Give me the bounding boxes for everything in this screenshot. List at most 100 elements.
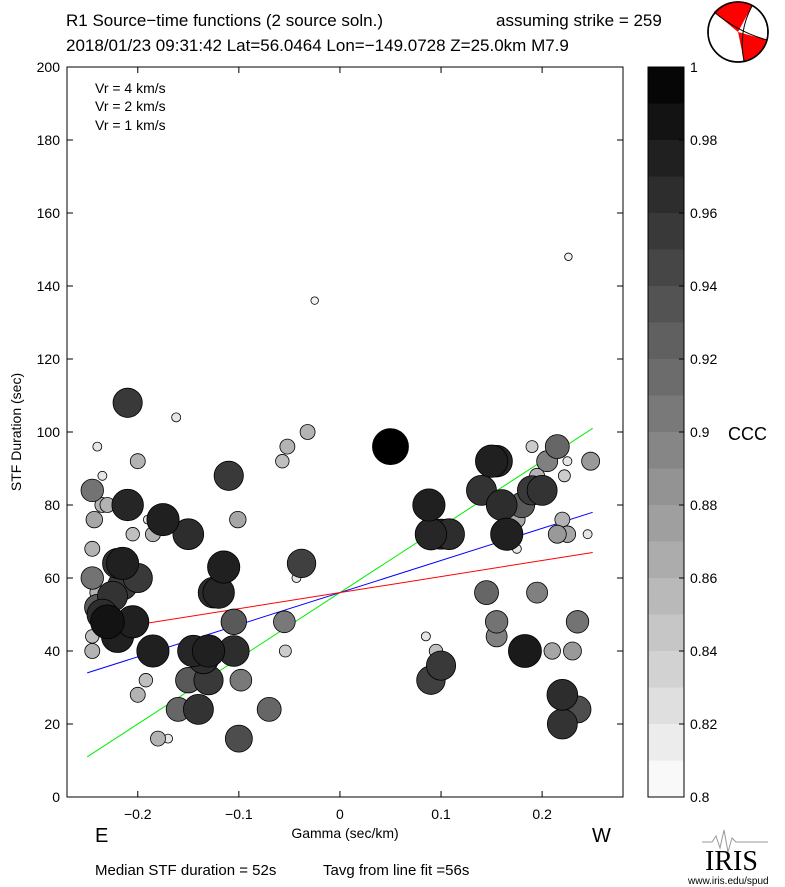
- colorbar-band: [648, 760, 684, 798]
- data-point: [136, 634, 170, 668]
- y-tick-label: 40: [44, 643, 60, 659]
- y-tick-label: 180: [37, 132, 61, 148]
- colorbar-band: [648, 614, 684, 652]
- data-point: [565, 610, 590, 634]
- colorbar-band: [648, 322, 684, 360]
- colorbar-band: [648, 651, 684, 688]
- y-tick-label: 0: [52, 789, 60, 805]
- data-point: [475, 444, 509, 478]
- data-point: [129, 453, 146, 470]
- colorbar-band: [648, 578, 684, 615]
- data-point: [474, 580, 499, 605]
- data-point: [426, 650, 457, 681]
- colorbar-band: [648, 67, 684, 104]
- colorbar-tick-label: 0.8: [690, 789, 710, 805]
- data-point: [92, 441, 103, 452]
- tavg-fit: Tavg from line fit =56s: [323, 862, 469, 879]
- data-point: [310, 296, 319, 305]
- data-point: [84, 643, 101, 659]
- median-duration: Median STF duration = 52s: [95, 862, 276, 879]
- data-point: [275, 454, 290, 469]
- colorbar-band: [648, 541, 684, 579]
- colorbar-band: [648, 395, 684, 433]
- y-tick-label: 60: [44, 570, 60, 586]
- data-point: [256, 697, 282, 722]
- data-point: [224, 724, 253, 753]
- iris-logo: IRIS www.iris.edu/spud: [687, 829, 769, 887]
- data-point: [420, 631, 431, 642]
- data-point: [229, 668, 253, 692]
- x-tick-label: 0: [336, 806, 344, 822]
- colorbar-tick-label: 0.96: [690, 205, 717, 221]
- data-point: [485, 489, 518, 521]
- y-tick-label: 200: [37, 59, 61, 75]
- data-point: [229, 510, 247, 529]
- data-point: [80, 566, 104, 590]
- y-tick-label: 20: [44, 716, 60, 732]
- colorbar-band: [648, 103, 684, 141]
- data-point: [414, 518, 448, 551]
- data-point: [146, 503, 180, 537]
- colorbar-tick-label: 1: [690, 59, 698, 75]
- beachball-icon: [707, 1, 769, 63]
- colorbar-band: [648, 687, 684, 725]
- colorbar-label: CCC: [728, 424, 767, 444]
- data-point: [581, 451, 601, 471]
- colorbar-tick-label: 0.98: [690, 132, 717, 148]
- x-tick-label: 0.2: [532, 806, 552, 822]
- data-point: [125, 527, 140, 542]
- legend-vr1: Vr = 1 km/s: [95, 117, 166, 133]
- data-point: [525, 440, 539, 454]
- plot-frame: [66, 66, 624, 798]
- data-point: [192, 634, 226, 668]
- data-point: [508, 634, 542, 668]
- colorbar-band: [648, 140, 684, 177]
- east-label: E: [95, 825, 108, 847]
- colorbar-band: [648, 176, 684, 214]
- data-point: [278, 644, 292, 658]
- colorbar-tick-label: 0.82: [690, 716, 717, 732]
- data-point: [171, 412, 182, 423]
- data-point: [582, 529, 593, 540]
- iris-logo-text: IRIS: [705, 846, 758, 877]
- colorbar-band: [648, 213, 684, 250]
- data-point: [97, 470, 108, 481]
- data-point: [129, 686, 146, 703]
- data-point: [564, 252, 573, 261]
- x-axis: −0.2 −0.1 0 0.1 0.2: [124, 67, 552, 822]
- data-point: [273, 610, 296, 634]
- y-axis: 0 20 40 60 80 100 120 140 160 180 200: [37, 59, 623, 805]
- legend-vr2: Vr = 2 km/s: [95, 98, 166, 114]
- iris-url: www.iris.edu/spud: [687, 876, 769, 887]
- colorbar-band: [648, 432, 684, 469]
- colorbar-tick-label: 0.9: [690, 424, 710, 440]
- y-tick-label: 160: [37, 205, 61, 221]
- colorbar-band: [648, 286, 684, 323]
- data-point: [563, 641, 582, 661]
- data-point: [207, 550, 241, 584]
- strike-label: assuming strike = 259: [496, 11, 662, 30]
- data-point: [286, 548, 317, 579]
- x-tick-label: 0.1: [431, 806, 451, 822]
- data-point: [111, 488, 144, 522]
- data-point: [543, 642, 561, 660]
- y-axis-label: STF Duration (sec): [8, 373, 24, 491]
- x-tick-label: −0.1: [225, 806, 253, 822]
- data-point: [183, 694, 214, 725]
- colorbar-band: [648, 249, 684, 287]
- data-point: [557, 469, 571, 483]
- data-point: [112, 387, 143, 418]
- data-point: [526, 581, 548, 604]
- y-tick-label: 100: [37, 424, 61, 440]
- data-point: [484, 610, 509, 634]
- data-point: [150, 730, 166, 747]
- y-tick-label: 140: [37, 278, 61, 294]
- colorbar-tick-label: 0.88: [690, 497, 717, 513]
- colorbar-tick-label: 0.84: [690, 643, 717, 659]
- colorbar-tick-label: 0.92: [690, 351, 717, 367]
- data-point: [526, 474, 558, 506]
- data-point: [547, 524, 567, 544]
- data-point: [562, 456, 573, 467]
- fit-line-2: [87, 551, 593, 634]
